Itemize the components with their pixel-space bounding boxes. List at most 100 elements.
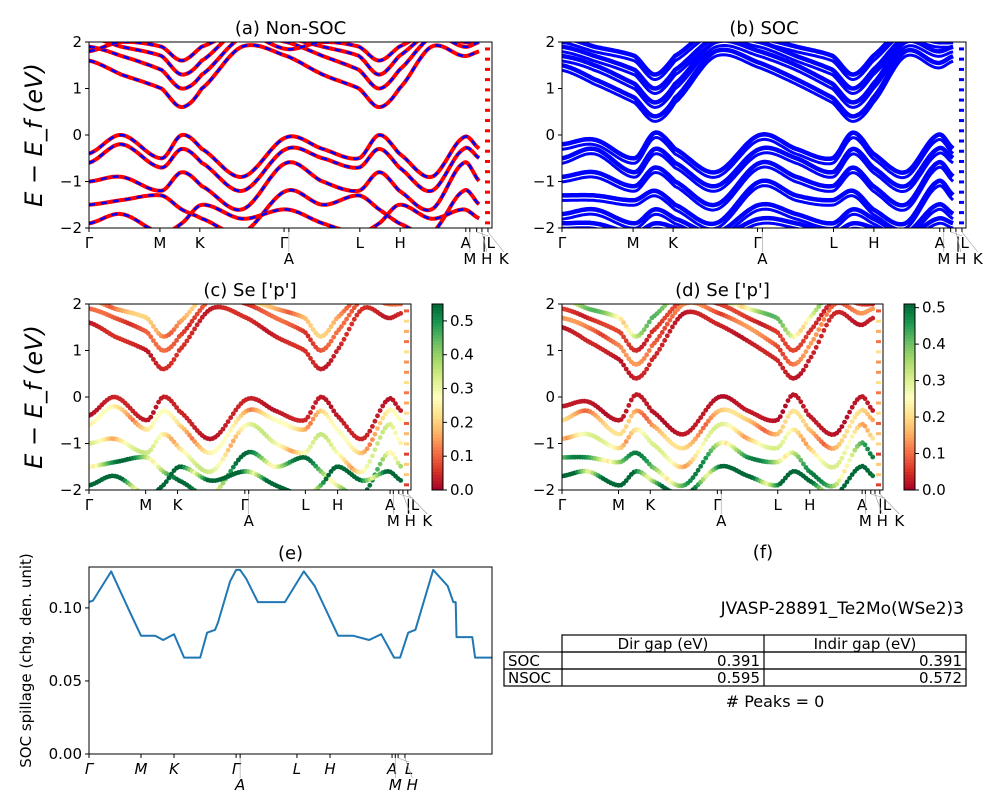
band-point	[706, 433, 711, 439]
band-point	[623, 338, 629, 344]
band-edge-mark	[485, 108, 490, 112]
panel-title: (c) Se ['p']	[203, 280, 296, 301]
band-point	[657, 346, 662, 352]
band-line	[89, 132, 481, 180]
band-edge-mark	[485, 67, 490, 71]
band-point	[291, 489, 294, 490]
colorbar-segment	[904, 474, 915, 479]
band-point	[370, 296, 375, 301]
band-edge-mark	[876, 381, 881, 385]
x-tick-label: K	[422, 512, 433, 530]
band-point	[171, 341, 177, 347]
band-point	[641, 370, 647, 376]
band-point	[777, 319, 783, 325]
band-point	[233, 461, 239, 466]
band-point	[628, 413, 634, 419]
plot-area	[89, 42, 490, 228]
x-tick-label: L	[301, 496, 310, 514]
colorbar-segment	[432, 387, 443, 392]
x-tick-label: K	[645, 496, 656, 514]
band-point	[839, 473, 845, 479]
band-line	[562, 159, 955, 208]
band-point	[351, 305, 357, 311]
band-point	[836, 478, 842, 483]
colorbar-segment	[904, 372, 915, 376]
band-point	[390, 424, 396, 430]
peaks-count: # Peaks = 0	[726, 692, 825, 711]
colorbar-segment	[432, 362, 443, 367]
band-point	[375, 298, 380, 303]
band-point	[398, 463, 404, 469]
band-point	[680, 493, 685, 498]
band-point	[618, 316, 624, 322]
colorbar-segment	[432, 446, 443, 451]
colorbar-tick-label: 0.5	[450, 312, 474, 330]
x-tick-label: |L	[955, 234, 969, 252]
band-edge-mark	[959, 139, 964, 143]
band-point	[852, 400, 858, 406]
colorbar-segment	[432, 449, 443, 454]
band-point	[383, 296, 388, 301]
x-tick-label: M	[139, 496, 152, 514]
band-point	[863, 298, 868, 303]
band-point	[344, 316, 349, 322]
band-point	[844, 414, 850, 420]
colorbar-segment	[432, 403, 443, 407]
band-point	[351, 316, 357, 322]
band-point	[865, 400, 870, 406]
x-tick-label: M	[859, 512, 872, 530]
band-point	[153, 439, 159, 445]
colorbar-tick-label: 0.3	[450, 380, 474, 398]
band-point	[225, 432, 231, 437]
colorbar-segment	[904, 313, 915, 317]
colorbar-segment	[432, 353, 443, 358]
band-point	[703, 455, 709, 461]
band-point	[189, 421, 195, 427]
band-point	[832, 288, 837, 293]
band-point	[171, 415, 177, 421]
band-line	[562, 42, 954, 105]
band-point	[798, 457, 804, 463]
band-point	[795, 411, 801, 417]
band-point	[323, 397, 329, 403]
band-point	[777, 414, 783, 419]
colorbar-tick-label: 0.5	[922, 299, 946, 317]
colorbar-segment	[432, 359, 443, 364]
band-point	[826, 318, 832, 323]
x-tick-label: Γ	[558, 496, 567, 514]
band-point	[148, 334, 154, 340]
band-point	[821, 308, 827, 314]
band-point	[151, 357, 156, 362]
band-point	[197, 297, 202, 302]
band-point	[341, 487, 347, 490]
band-point	[358, 304, 361, 305]
band-point	[801, 367, 806, 373]
colorbar-segment	[904, 400, 915, 404]
band-point	[354, 312, 360, 318]
x-tick-label: H	[394, 234, 405, 252]
colorbar-segment	[432, 434, 443, 438]
colorbar-segment	[904, 341, 915, 345]
band-point	[153, 416, 159, 422]
colorbar-segment	[432, 477, 443, 482]
band-edge-mark	[959, 57, 964, 61]
band-point	[837, 287, 842, 292]
band-point	[174, 405, 180, 410]
band-point	[393, 411, 398, 417]
band-point	[367, 442, 373, 447]
band-line-dashed	[102, 42, 419, 76]
colorbar-segment	[432, 412, 443, 417]
band-point	[378, 295, 383, 300]
colorbar-segment	[904, 480, 915, 485]
x-tick-label: Γ	[85, 760, 95, 778]
band-point	[870, 454, 876, 460]
colorbar-segment	[904, 428, 915, 432]
colorbar-frame	[431, 303, 444, 491]
band-point	[623, 478, 629, 484]
band-point	[668, 298, 673, 303]
band-point	[870, 473, 876, 479]
band-point	[813, 307, 819, 313]
band-point	[398, 408, 404, 413]
band-point	[174, 442, 180, 448]
band-point	[169, 360, 174, 366]
